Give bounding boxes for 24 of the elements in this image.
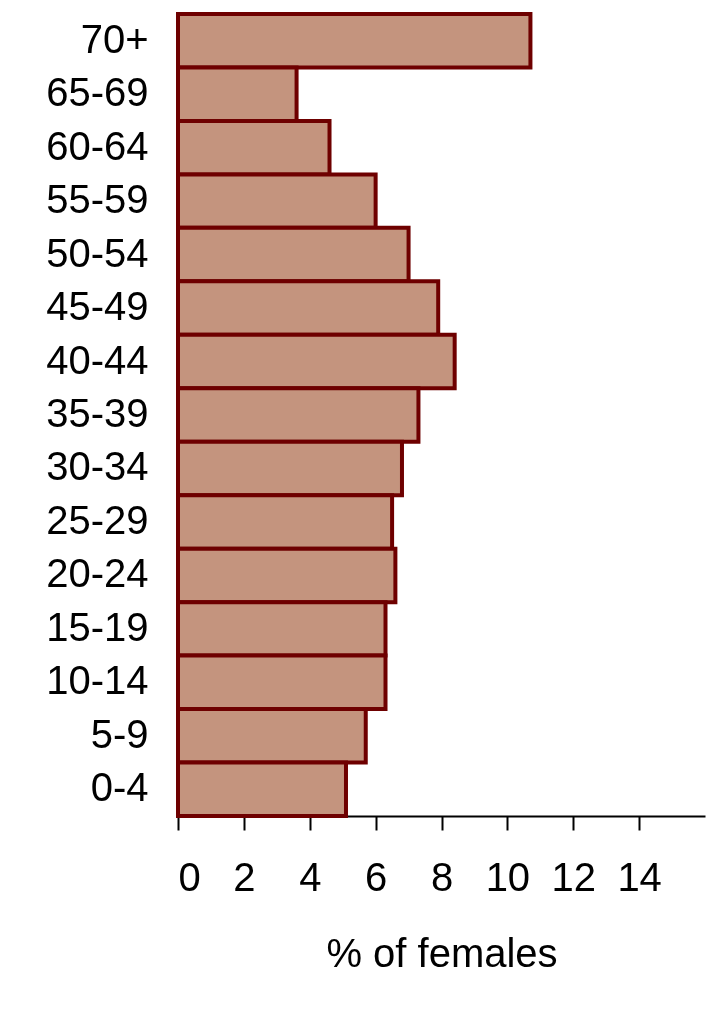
y-tick-label: 65-69: [46, 70, 149, 115]
y-tick-label: 0-4: [90, 765, 149, 810]
x-tick-label: 4: [299, 854, 322, 899]
x-tick-label: 10: [485, 854, 531, 899]
y-tick-label: 5-9: [90, 711, 149, 756]
y-tick-label: 55-59: [46, 177, 149, 222]
y-tick-label: 10-14: [46, 658, 149, 703]
x-tick-label: 0: [178, 854, 201, 899]
x-tick-label: 2: [233, 854, 256, 899]
x-tick-label: 12: [551, 854, 596, 899]
x-tick-label: 14: [617, 854, 662, 899]
y-tick-label: 15-19: [46, 604, 149, 649]
x-axis-title: % of females: [326, 930, 558, 975]
y-tick-label: 20-24: [46, 551, 149, 596]
y-tick-label: 40-44: [46, 337, 149, 382]
y-tick-label: 35-39: [46, 391, 149, 435]
y-tick-label: 60-64: [46, 123, 149, 168]
x-tick-label: 6: [365, 854, 388, 899]
y-tick-label: 30-34: [46, 444, 149, 489]
y-tick-label: 25-29: [46, 497, 149, 542]
y-tick-label: 70+: [80, 16, 149, 61]
x-tick-label: 8: [430, 854, 454, 899]
y-tick-label: 45-49: [46, 284, 149, 329]
y-tick-label: 50-54: [46, 230, 149, 275]
